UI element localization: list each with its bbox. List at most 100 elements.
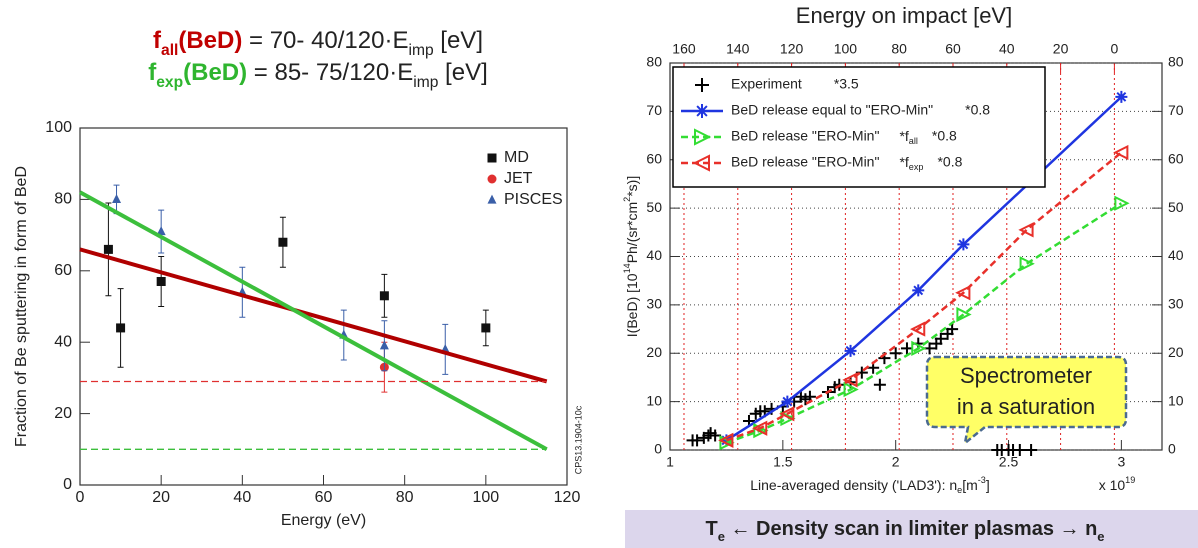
y2-tick-label: 40 [1168, 247, 1184, 263]
x2-tick-label: 140 [726, 41, 750, 57]
x2-tick-label: 120 [780, 41, 804, 57]
formula-part: = 70- 40/120·E [242, 27, 408, 54]
y-axis-label-part: I(BeD) [10 [624, 273, 640, 337]
marker [889, 347, 902, 360]
formula-part: = 85- 75/120·E [247, 59, 413, 86]
x-tick-label: 3 [1117, 454, 1125, 470]
y2-tick-label: 60 [1168, 150, 1184, 166]
marker [910, 321, 926, 337]
marker [487, 194, 497, 204]
marker [934, 332, 947, 345]
marker [855, 366, 868, 379]
marker [695, 78, 709, 92]
marker [1019, 256, 1035, 272]
marker [780, 410, 796, 427]
marker [709, 429, 722, 442]
y-tick-label: 70 [646, 102, 662, 118]
legend-label: BeD release equal to "ERO-Min" [731, 102, 933, 118]
x-axis-label-part: e [957, 485, 962, 495]
formula-part: f [153, 27, 162, 54]
legend-factor: *0.8 [965, 102, 990, 118]
y-axis-label-part: *s)] [624, 176, 640, 197]
marker [694, 128, 712, 146]
x-tick-label: 40 [233, 489, 251, 506]
y2-tick-label: 10 [1168, 392, 1184, 408]
marker [957, 238, 970, 251]
legend-factor: *0.8 [932, 128, 957, 144]
x-axis-label: Energy (eV) [281, 512, 366, 529]
y-tick-label: 40 [646, 247, 662, 263]
y-tick-label: 80 [54, 191, 72, 208]
formula-part: [eV] [438, 59, 487, 86]
x-tick-label: 60 [315, 489, 333, 506]
marker [1113, 144, 1129, 161]
marker [752, 420, 768, 436]
marker [156, 226, 166, 236]
annotation-text: in a saturation [957, 394, 1095, 419]
legend-label: Experiment [731, 76, 802, 92]
marker [695, 104, 709, 118]
y-tick-label: 50 [646, 199, 662, 215]
y-axis-label-part: Ph/(sr*cm [624, 202, 640, 263]
y-tick-label: 100 [45, 119, 72, 136]
x2-tick-label: 20 [1053, 41, 1069, 57]
banner-text-part: T [705, 518, 717, 540]
chart-note: CPS13.1904-10c [573, 405, 583, 474]
y2-tick-label: 70 [1168, 102, 1184, 118]
y2-tick-label: 0 [1168, 441, 1176, 457]
legend-note-part: exp [909, 162, 924, 172]
x2-tick-label: 100 [834, 41, 858, 57]
marker [116, 323, 126, 333]
annotation-text: Spectrometer [960, 363, 1092, 388]
marker [911, 340, 927, 357]
y-tick-label: 30 [646, 296, 662, 312]
legend-note-part: *f [899, 128, 908, 144]
legend-box [672, 66, 1046, 188]
marker [691, 434, 704, 447]
formula-part: [eV] [434, 27, 483, 54]
y2-tick-label: 50 [1168, 199, 1184, 215]
y-tick-label: 10 [646, 392, 662, 408]
x-tick-label: 2 [892, 454, 900, 470]
y2-tick-label: 80 [1168, 54, 1184, 70]
y-axis-label-part: 14 [622, 263, 632, 273]
formula: fexp(BeD) = 85- 75/120·Eimp [eV] [148, 59, 488, 90]
y-tick-label: 20 [54, 405, 72, 422]
x-tick-label: 1 [666, 454, 674, 470]
legend-label: BeD release "ERO-Min" [731, 128, 879, 144]
callout [925, 355, 1128, 447]
legend-note: *fexp [899, 154, 923, 173]
marker [278, 237, 288, 247]
x-axis-label: Line-averaged density ('LAD3'): ne[m-3] [750, 475, 990, 495]
y-tick-label: 20 [646, 344, 662, 360]
series-line [79, 190, 548, 452]
x-tick-label: 80 [396, 489, 414, 506]
x2-tick-label: 80 [891, 41, 907, 57]
series-line [725, 95, 1123, 442]
y2-tick-label: 20 [1168, 344, 1184, 360]
marker [156, 277, 166, 287]
marker [487, 174, 497, 184]
banner-text-part: e [1097, 529, 1104, 544]
marker [873, 378, 886, 391]
formula-part: all [161, 42, 178, 59]
marker [692, 154, 710, 172]
marker [946, 323, 959, 336]
legend-factor: *3.5 [834, 76, 859, 92]
annotation: Spectrometer in a saturation [925, 355, 1128, 447]
marker [900, 342, 913, 355]
marker [379, 291, 389, 301]
x-tick-label: 0 [76, 489, 85, 506]
y-axis-label-part: Fraction of Be sputtering in form of BeD [13, 166, 30, 447]
marker [1114, 195, 1130, 211]
marker [842, 372, 858, 388]
x-tick-label: 100 [472, 489, 499, 506]
series-line [79, 247, 548, 384]
legend-label: BeD release "ERO-Min" [731, 154, 879, 170]
y2-tick-label: 30 [1168, 296, 1184, 312]
formula-part: f [148, 59, 157, 86]
y-tick-label: 0 [654, 441, 662, 457]
legend-note-part: all [909, 136, 918, 146]
